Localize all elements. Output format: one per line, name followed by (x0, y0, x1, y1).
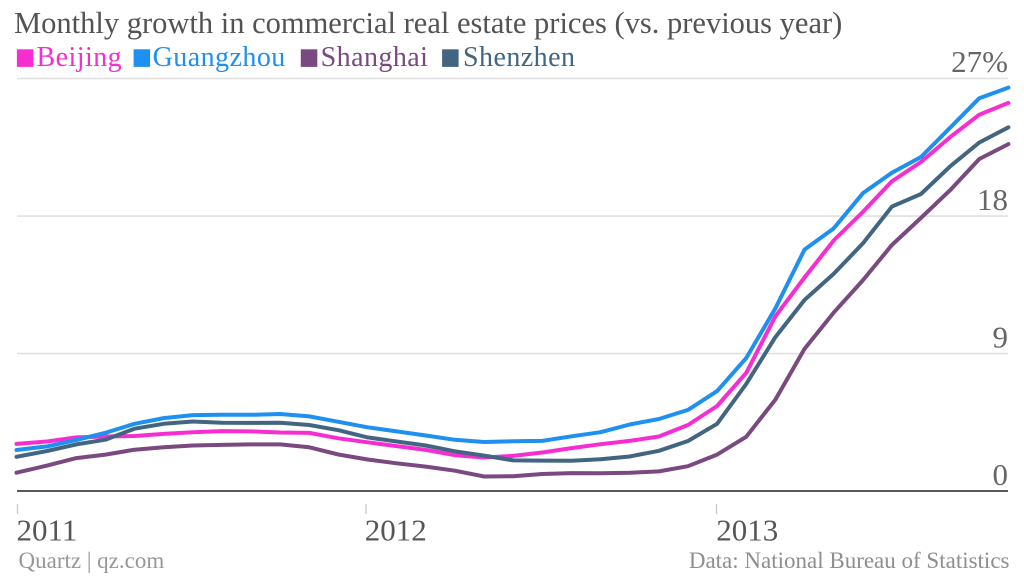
svg-text:Monthly growth in commercial r: Monthly growth in commercial real estate… (14, 6, 842, 40)
svg-text:2011: 2011 (17, 513, 78, 548)
svg-text:18: 18 (977, 182, 1008, 217)
svg-text:0: 0 (993, 457, 1009, 492)
svg-text:Beijing: Beijing (37, 42, 123, 73)
svg-text:Shanghai: Shanghai (321, 42, 429, 73)
svg-text:Shenzhen: Shenzhen (463, 42, 575, 73)
svg-text:9: 9 (993, 320, 1009, 355)
svg-text:Quartz | qz.com: Quartz | qz.com (19, 548, 165, 573)
svg-text:2013: 2013 (716, 513, 778, 548)
svg-text:Guangzhou: Guangzhou (153, 42, 286, 73)
svg-text:2012: 2012 (365, 513, 427, 548)
svg-text:Data: National Bureau of Stati: Data: National Bureau of Statistics (689, 548, 1010, 573)
svg-text:27%: 27% (951, 44, 1008, 79)
